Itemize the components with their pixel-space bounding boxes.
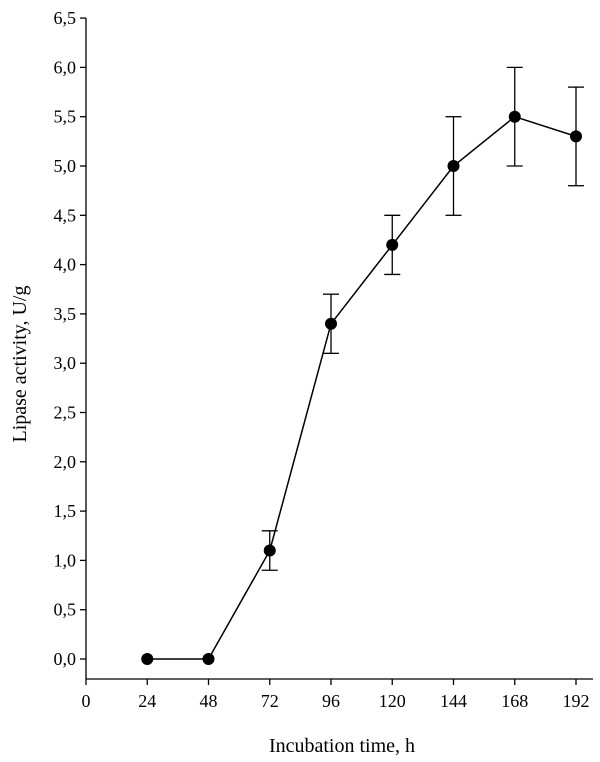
data-point xyxy=(263,544,276,557)
y-tick-label: 1,5 xyxy=(54,501,77,521)
data-points xyxy=(141,110,582,665)
x-tick-label: 0 xyxy=(82,691,91,711)
y-tick-label: 4,5 xyxy=(54,205,77,225)
y-tick-label: 6,0 xyxy=(54,57,77,77)
x-tick-label: 192 xyxy=(563,691,590,711)
x-axis-title: Incubation time, h xyxy=(269,735,415,757)
x-tick-label: 144 xyxy=(440,691,467,711)
y-tick-label: 3,5 xyxy=(54,304,77,324)
x-tick-label: 96 xyxy=(322,691,340,711)
axes xyxy=(80,17,593,685)
y-tick-label: 0,5 xyxy=(54,600,77,620)
data-point xyxy=(570,130,582,143)
data-point xyxy=(386,238,399,251)
y-tick-label: 1,0 xyxy=(54,550,77,570)
y-tick-label: 2,0 xyxy=(54,452,77,472)
x-tick-label: 72 xyxy=(261,691,279,711)
x-tick-label: 168 xyxy=(501,691,528,711)
series-lines xyxy=(147,115,577,660)
y-tick-label: 5,0 xyxy=(54,156,77,176)
y-tick-label: 2,5 xyxy=(54,403,77,423)
data-point xyxy=(447,160,460,172)
x-tick-label: 48 xyxy=(200,691,218,711)
tick-labels: 0,0 0,5 1,0 1,5 2,0 2,5 3,0 3,5 4,0 4,5 5,0 5,5 6,0 6… xyxy=(54,8,590,711)
data-point xyxy=(508,110,521,123)
x-tick-label: 120 xyxy=(379,691,406,711)
data-point xyxy=(325,317,337,330)
y-axis-title: Lipase activity, U/g xyxy=(9,286,31,443)
y-tick-label: 4,0 xyxy=(54,255,77,275)
data-point xyxy=(202,653,215,665)
series-line xyxy=(147,115,577,660)
y-tick-label: 6,5 xyxy=(54,8,77,28)
error-bars xyxy=(261,66,584,571)
data-point xyxy=(141,653,154,665)
x-tick-label: 24 xyxy=(138,691,156,711)
y-tick-label: 5,5 xyxy=(54,107,77,127)
y-tick-label: 3,0 xyxy=(54,353,77,373)
y-tick-label: 0,0 xyxy=(54,649,77,669)
